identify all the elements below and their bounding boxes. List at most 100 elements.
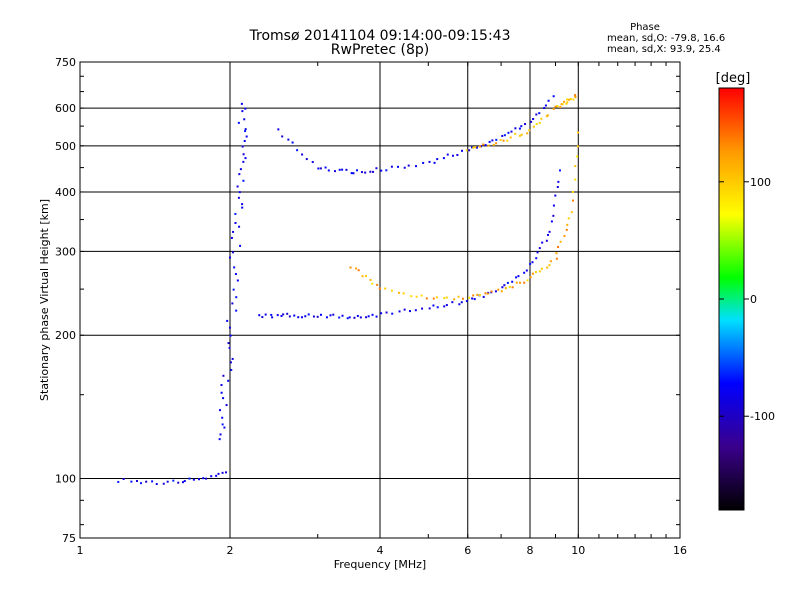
grid-lines — [80, 62, 680, 538]
data-point — [529, 276, 532, 279]
data-point — [385, 169, 388, 172]
data-point — [367, 315, 370, 318]
data-point — [519, 281, 522, 284]
data-point — [535, 113, 538, 116]
data-point — [442, 157, 445, 160]
data-point — [226, 319, 229, 322]
data-point — [495, 142, 498, 145]
data-point — [372, 170, 375, 173]
data-point — [532, 118, 535, 121]
data-point — [155, 483, 158, 486]
data-point — [242, 179, 245, 182]
data-point — [319, 313, 322, 316]
data-point — [472, 146, 475, 149]
data-point — [577, 131, 580, 134]
data-point — [492, 143, 495, 146]
data-point — [518, 127, 521, 130]
data-point — [369, 278, 372, 281]
data-point — [241, 206, 244, 209]
data-point — [130, 480, 133, 483]
data-point — [378, 287, 381, 290]
data-point — [532, 125, 535, 128]
data-point — [486, 292, 489, 295]
data-point — [491, 139, 494, 142]
data-point — [543, 107, 546, 110]
data-point — [523, 271, 526, 274]
data-point — [233, 266, 236, 269]
data-point — [220, 391, 223, 394]
data-point — [277, 128, 280, 131]
data-point — [500, 290, 503, 293]
data-point — [244, 128, 247, 131]
data-point — [436, 158, 439, 161]
data-point — [548, 230, 551, 233]
data-point — [514, 132, 517, 135]
data-point — [478, 294, 481, 297]
phase-stats-title: Phase — [630, 22, 660, 33]
data-point — [559, 106, 562, 109]
data-point — [540, 117, 543, 120]
colorbar-label: [deg] — [716, 71, 751, 86]
data-point — [536, 251, 539, 254]
data-point — [403, 308, 406, 311]
data-point — [360, 171, 363, 174]
data-point — [198, 478, 201, 481]
data-point — [552, 107, 555, 110]
data-point — [380, 169, 383, 172]
data-point — [183, 480, 186, 483]
data-point — [559, 240, 562, 243]
data-point — [566, 223, 569, 226]
data-point — [456, 153, 459, 156]
data-point — [229, 334, 232, 337]
data-point — [319, 167, 322, 170]
data-point — [151, 480, 154, 483]
data-point — [224, 471, 227, 474]
data-point — [390, 165, 393, 168]
data-point — [188, 477, 191, 480]
data-point — [361, 275, 364, 278]
data-point — [545, 115, 548, 118]
data-point — [497, 288, 500, 291]
data-point — [531, 272, 534, 275]
data-point — [538, 270, 541, 273]
data-point — [529, 262, 532, 265]
data-point — [236, 279, 239, 282]
data-point — [234, 222, 237, 225]
data-point — [232, 230, 235, 233]
data-point — [312, 315, 315, 318]
data-point — [566, 98, 569, 101]
data-point — [443, 305, 446, 308]
data-point — [574, 165, 577, 168]
data-point — [258, 314, 261, 317]
data-point — [432, 304, 435, 307]
data-point — [410, 295, 413, 298]
data-point — [371, 313, 374, 316]
data-point — [517, 275, 520, 278]
data-point — [484, 144, 487, 147]
data-point — [432, 297, 435, 300]
data-point — [488, 140, 491, 143]
data-point — [515, 281, 518, 284]
data-point — [574, 96, 577, 99]
data-point — [240, 102, 243, 105]
data-point — [271, 316, 274, 319]
data-point — [461, 297, 464, 300]
data-point — [301, 153, 304, 156]
data-point — [563, 100, 566, 103]
data-point — [238, 191, 241, 194]
data-point — [451, 301, 454, 304]
data-point — [407, 164, 410, 167]
data-point — [359, 316, 362, 319]
data-point — [520, 125, 523, 128]
data-point — [218, 409, 221, 412]
data-point — [563, 234, 566, 237]
data-point — [286, 312, 289, 315]
data-point — [349, 266, 352, 269]
colorbar-tick-label: 100 — [750, 176, 771, 189]
y-tick-label: 500 — [55, 140, 76, 153]
data-point — [421, 307, 424, 310]
data-point — [528, 129, 531, 132]
data-point — [397, 165, 400, 168]
data-point — [244, 130, 247, 133]
data-point — [414, 309, 417, 312]
